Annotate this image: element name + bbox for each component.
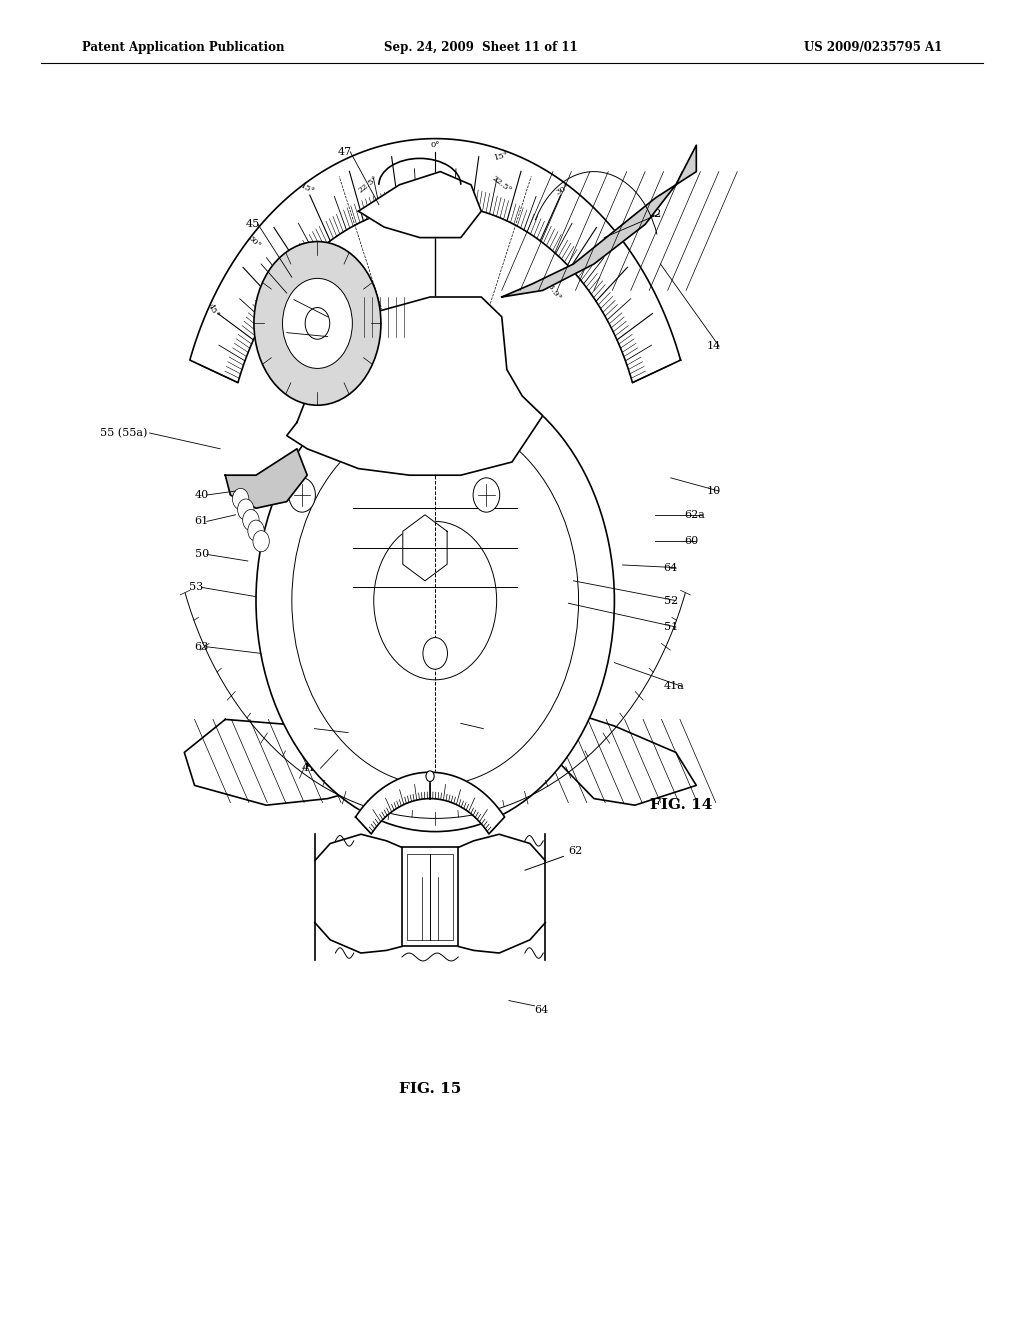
Circle shape: [248, 520, 264, 541]
Polygon shape: [307, 700, 563, 772]
Text: 22.5°: 22.5°: [357, 174, 380, 195]
Text: 30°: 30°: [555, 182, 571, 197]
Text: 51: 51: [664, 622, 678, 632]
Text: 56: 56: [471, 723, 485, 734]
Circle shape: [243, 510, 259, 531]
Text: 0.5: 0.5: [440, 891, 456, 899]
Text: 55 (55a): 55 (55a): [100, 428, 147, 438]
Text: 50: 50: [195, 549, 209, 560]
Text: 11: 11: [282, 294, 296, 305]
Text: 33.9°: 33.9°: [307, 279, 328, 302]
Text: 0°: 0°: [430, 141, 440, 149]
Text: 61: 61: [195, 516, 209, 527]
Text: 64: 64: [664, 562, 678, 573]
Text: 0.5: 0.5: [404, 891, 420, 899]
Text: 46: 46: [274, 327, 289, 338]
Text: 15°: 15°: [494, 150, 510, 162]
Circle shape: [426, 771, 434, 781]
Circle shape: [473, 478, 500, 512]
Bar: [401, 847, 458, 946]
Circle shape: [232, 488, 249, 510]
Polygon shape: [189, 139, 681, 383]
Text: 41a: 41a: [664, 681, 684, 692]
Text: 22.5°: 22.5°: [490, 174, 513, 195]
Text: US 2009/0235795 A1: US 2009/0235795 A1: [804, 41, 942, 54]
Text: Patent Application Publication: Patent Application Publication: [82, 41, 285, 54]
Text: 40: 40: [195, 490, 209, 500]
Circle shape: [283, 279, 352, 368]
Text: 42: 42: [249, 259, 263, 269]
Text: 60: 60: [684, 536, 698, 546]
Text: 62: 62: [568, 846, 583, 857]
Text: 0°: 0°: [424, 722, 436, 733]
Circle shape: [256, 370, 614, 832]
Circle shape: [289, 478, 315, 512]
Text: 15°: 15°: [299, 182, 315, 197]
Polygon shape: [402, 515, 447, 581]
Bar: [407, 854, 453, 940]
Text: 64: 64: [535, 1005, 549, 1015]
Text: 41: 41: [302, 723, 316, 734]
Text: 62a: 62a: [684, 510, 705, 520]
Polygon shape: [355, 772, 505, 834]
Text: 62: 62: [647, 209, 662, 219]
Circle shape: [238, 499, 254, 520]
Text: 45: 45: [246, 219, 260, 230]
Text: 0: 0: [427, 929, 433, 937]
Text: 53: 53: [189, 582, 204, 593]
Text: Sep. 24, 2009  Sheet 11 of 11: Sep. 24, 2009 Sheet 11 of 11: [384, 41, 579, 54]
Polygon shape: [532, 713, 696, 805]
Text: 45°: 45°: [608, 234, 625, 249]
Text: 41a: 41a: [302, 763, 323, 774]
Text: 33.9°: 33.9°: [543, 279, 563, 302]
Circle shape: [423, 638, 447, 669]
Circle shape: [305, 308, 330, 339]
Text: FIG. 14: FIG. 14: [650, 799, 713, 812]
Polygon shape: [287, 297, 543, 475]
Circle shape: [254, 242, 381, 405]
Text: 63: 63: [195, 642, 209, 652]
Polygon shape: [502, 145, 696, 297]
Polygon shape: [225, 449, 307, 508]
Polygon shape: [184, 719, 389, 805]
Text: 14: 14: [707, 341, 721, 351]
Text: 47: 47: [338, 147, 352, 157]
Polygon shape: [358, 172, 481, 238]
Circle shape: [253, 531, 269, 552]
Text: 10: 10: [707, 486, 721, 496]
Text: 52: 52: [664, 595, 678, 606]
Text: 45°: 45°: [206, 302, 221, 318]
Text: 30°: 30°: [246, 234, 262, 249]
Text: FIG. 15: FIG. 15: [399, 1082, 461, 1096]
